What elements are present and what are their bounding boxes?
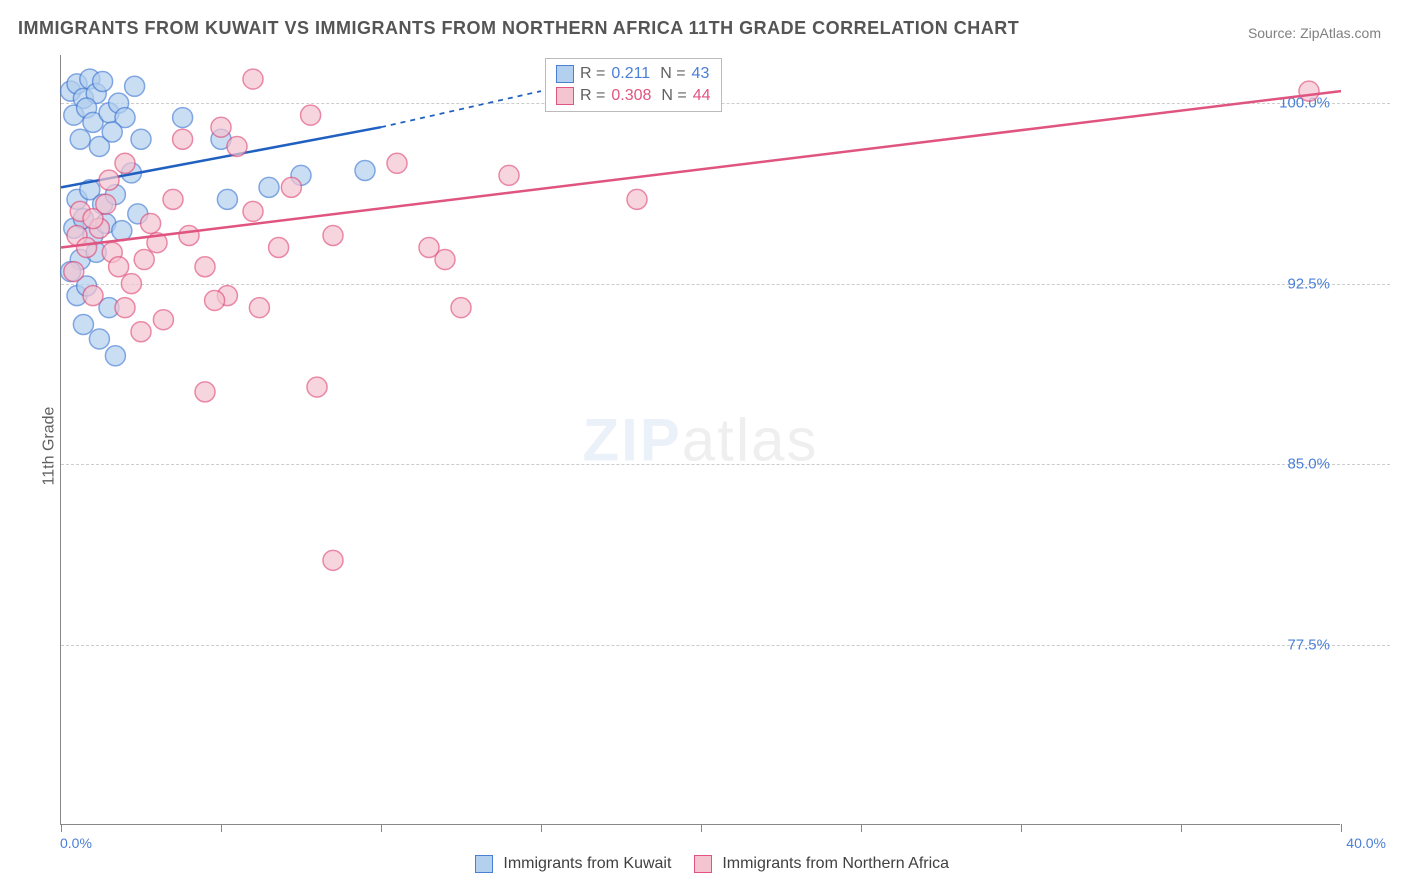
data-point [93, 71, 113, 91]
data-point [243, 201, 263, 221]
data-point [323, 550, 343, 570]
xtick [1181, 824, 1182, 832]
data-point [115, 153, 135, 173]
data-point [134, 250, 154, 270]
bottom-swatch-nafrica [694, 855, 712, 873]
data-point [83, 286, 103, 306]
data-point [70, 129, 90, 149]
xtick [221, 824, 222, 832]
xtick [1341, 824, 1342, 832]
xtick [381, 824, 382, 832]
data-point [173, 129, 193, 149]
data-point [112, 221, 132, 241]
data-point [121, 274, 141, 294]
swatch-kuwait [556, 65, 574, 83]
swatch-nafrica [556, 87, 574, 105]
bottom-legend: Immigrants from Kuwait Immigrants from N… [0, 855, 1406, 873]
data-point [131, 129, 151, 149]
legend-row-nafrica: R = 0.308 N = 44 [556, 85, 711, 107]
data-point [281, 177, 301, 197]
data-point [355, 161, 375, 181]
data-point [89, 329, 109, 349]
data-point [227, 136, 247, 156]
data-point [205, 290, 225, 310]
data-point [163, 189, 183, 209]
data-point [195, 257, 215, 277]
source-label: Source: ZipAtlas.com [1248, 25, 1381, 41]
trend-line [61, 91, 1341, 247]
data-point [323, 225, 343, 245]
data-point [105, 346, 125, 366]
data-point [451, 298, 471, 318]
data-point [387, 153, 407, 173]
xtick [861, 824, 862, 832]
chart-title: IMMIGRANTS FROM KUWAIT VS IMMIGRANTS FRO… [18, 18, 1019, 39]
data-point [259, 177, 279, 197]
n-value-nafrica: 44 [693, 87, 711, 105]
r-value-kuwait: 0.211 [611, 65, 650, 83]
data-point [77, 238, 97, 258]
data-point [115, 298, 135, 318]
n-label-kuwait: N = [660, 65, 685, 83]
data-point [153, 310, 173, 330]
data-point [102, 122, 122, 142]
data-point [173, 108, 193, 128]
xtick [1021, 824, 1022, 832]
data-point [435, 250, 455, 270]
bottom-legend-kuwait: Immigrants from Kuwait [503, 855, 671, 872]
plot-area: ZIPatlas 77.5%85.0%92.5%100.0% [60, 55, 1340, 825]
data-point [249, 298, 269, 318]
bottom-legend-nafrica: Immigrants from Northern Africa [722, 855, 949, 872]
data-point [269, 238, 289, 258]
data-point [179, 225, 199, 245]
chart-svg [61, 55, 1341, 825]
data-point [217, 189, 237, 209]
legend-row-kuwait: R = 0.211 N = 43 [556, 63, 711, 85]
data-point [499, 165, 519, 185]
bottom-swatch-kuwait [475, 855, 493, 873]
data-point [99, 170, 119, 190]
data-point [211, 117, 231, 137]
trend-line-extrapolated [381, 91, 541, 127]
data-point [73, 315, 93, 335]
data-point [141, 213, 161, 233]
n-label-nafrica: N = [661, 87, 686, 105]
data-point [301, 105, 321, 125]
data-point [243, 69, 263, 89]
x-axis-min-label: 0.0% [60, 835, 92, 851]
data-point [1299, 81, 1319, 101]
data-point [109, 257, 129, 277]
data-point [96, 194, 116, 214]
n-value-kuwait: 43 [692, 65, 710, 83]
data-point [627, 189, 647, 209]
data-point [125, 76, 145, 96]
data-point [195, 382, 215, 402]
xtick [701, 824, 702, 832]
r-label-nafrica: R = [580, 87, 605, 105]
xtick [541, 824, 542, 832]
r-label-kuwait: R = [580, 65, 605, 83]
xtick [61, 824, 62, 832]
y-axis-label: 11th Grade [40, 407, 58, 486]
stats-legend: R = 0.211 N = 43 R = 0.308 N = 44 [545, 58, 722, 112]
data-point [307, 377, 327, 397]
x-axis-max-label: 40.0% [1346, 835, 1386, 851]
data-point [64, 262, 84, 282]
data-point [131, 322, 151, 342]
r-value-nafrica: 0.308 [611, 87, 651, 105]
